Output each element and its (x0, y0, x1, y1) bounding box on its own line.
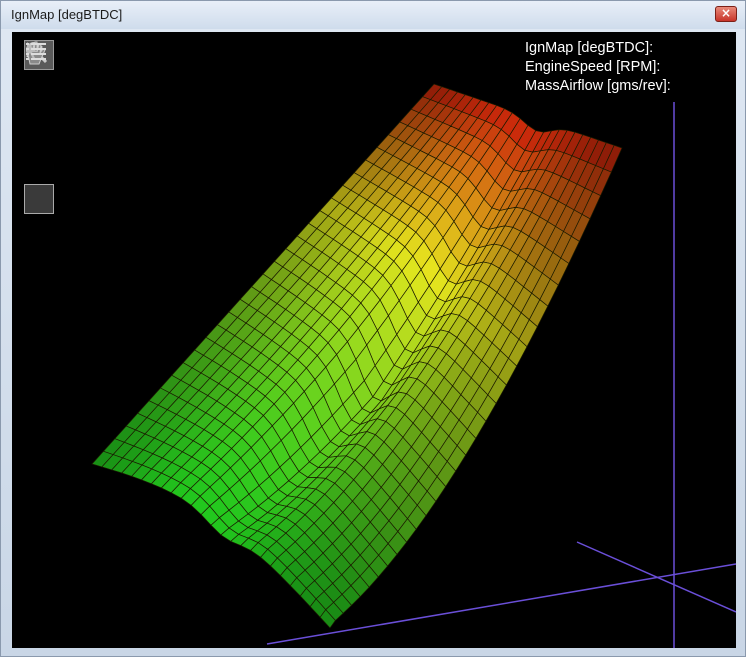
axis-readout: IgnMap [degBTDC]: EngineSpeed [RPM]: Mas… (525, 39, 671, 96)
window-title: IgnMap [degBTDC] (11, 7, 123, 22)
legend-list-button[interactable] (24, 43, 54, 214)
close-button[interactable]: × (715, 6, 737, 22)
y-axis-label: MassAirflow [gms/rev]: (525, 78, 671, 94)
zoom-tool-button[interactable] (24, 42, 54, 106)
list-icon (26, 43, 46, 60)
title-bar[interactable]: IgnMap [degBTDC] × (1, 1, 745, 29)
y-axis-line (576, 541, 736, 613)
surface-plot-viewport[interactable]: IgnMap [degBTDC]: EngineSpeed [RPM]: Mas… (12, 32, 736, 648)
value-axis-label: IgnMap [degBTDC]: (525, 40, 654, 56)
ignition-map-surface[interactable] (12, 32, 736, 648)
select-tool-button[interactable] (24, 42, 54, 178)
plot-toolbar (24, 40, 54, 220)
pan-tool-button[interactable] (24, 41, 54, 142)
x-axis-label: EngineSpeed [RPM]: (525, 59, 661, 75)
surface-mesh (91, 83, 623, 629)
close-icon: × (720, 6, 732, 20)
surface-cell (319, 609, 336, 629)
pointer-icon (27, 42, 37, 59)
